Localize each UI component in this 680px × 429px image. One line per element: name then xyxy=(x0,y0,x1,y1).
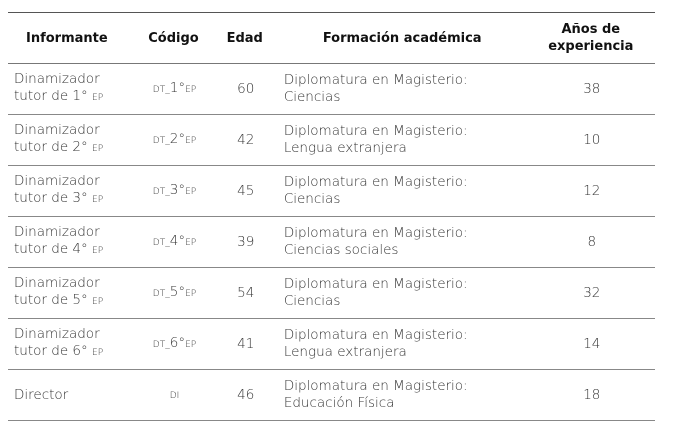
cell-informante: Dinamizador tutor de 1° EP xyxy=(8,63,136,115)
cell-formacion: Diplomatura en Magisterio: Ciencias xyxy=(277,267,527,319)
cell-anios: 14 xyxy=(526,318,655,370)
cell-codigo: DI xyxy=(135,369,212,421)
cell-anios: 8 xyxy=(526,216,655,268)
cell-codigo: DT_6°EP xyxy=(135,318,212,370)
header-codigo: Código xyxy=(135,12,212,64)
cell-codigo: DT_2°EP xyxy=(135,114,212,166)
header-row: Informante Código Edad Formación académi… xyxy=(8,12,655,64)
cell-formacion: Diplomatura en Magisterio: Ciencias xyxy=(277,63,527,115)
cell-codigo: DT_1°EP xyxy=(135,63,212,115)
cell-informante: Dinamizador tutor de 6° EP xyxy=(8,318,136,370)
cell-anios: 10 xyxy=(526,114,655,166)
informants-table: Informante Código Edad Formación académi… xyxy=(8,12,655,421)
table-row: Dinamizador tutor de 2° EP DT_2°EP 42 Diplom… xyxy=(8,114,655,166)
cell-edad: 54 xyxy=(211,267,278,319)
cell-informante: Dinamizador tutor de 4° EP xyxy=(8,216,136,268)
cell-edad: 39 xyxy=(211,216,278,268)
table-row: Dinamizador tutor de 3° EP DT_3°EP 45 Diplom… xyxy=(8,165,655,217)
header-edad: Edad xyxy=(211,12,278,64)
cell-formacion: Diplomatura en Magisterio: Educación Físi… xyxy=(277,369,527,421)
table-row: Dinamizador tutor de 5° EP DT_5°EP 54 Diplom… xyxy=(8,267,655,319)
cell-anios: 18 xyxy=(526,369,655,421)
table-row: Dinamizador tutor de 4° EP DT_4°EP 39 Diplom… xyxy=(8,216,655,268)
cell-codigo: DT_3°EP xyxy=(135,165,212,217)
header-anios: Años de experiencia xyxy=(526,12,655,64)
cell-informante: Director xyxy=(8,369,136,421)
cell-edad: 60 xyxy=(211,63,278,115)
cell-formacion: Diplomatura en Magisterio: Lengua extranj… xyxy=(277,114,527,166)
cell-codigo: DT_5°EP xyxy=(135,267,212,319)
table-row: Dinamizador tutor de 6° EP DT_6°EP 41 Diplom… xyxy=(8,318,655,370)
cell-edad: 45 xyxy=(211,165,278,217)
cell-formacion: Diplomatura en Magisterio: Ciencias socia… xyxy=(277,216,527,268)
cell-anios: 12 xyxy=(526,165,655,217)
cell-codigo: DT_4°EP xyxy=(135,216,212,268)
cell-edad: 41 xyxy=(211,318,278,370)
cell-informante: Dinamizador tutor de 5° EP xyxy=(8,267,136,319)
cell-informante: Dinamizador tutor de 2° EP xyxy=(8,114,136,166)
cell-formacion: Diplomatura en Magisterio: Lengua extranj… xyxy=(277,318,527,370)
cell-anios: 32 xyxy=(526,267,655,319)
cell-edad: 42 xyxy=(211,114,278,166)
header-formacion: Formación académica xyxy=(277,12,527,64)
cell-anios: 38 xyxy=(526,63,655,115)
header-informante: Informante xyxy=(8,12,136,64)
table-row: Director DI 46 Diplomatura en Magisterio: E… xyxy=(8,369,655,421)
cell-informante: Dinamizador tutor de 3° EP xyxy=(8,165,136,217)
cell-formacion: Diplomatura en Magisterio: Ciencias xyxy=(277,165,527,217)
table-row: Dinamizador tutor de 1° EP DT_1°EP 60 Diplom… xyxy=(8,63,655,115)
cell-edad: 46 xyxy=(211,369,278,421)
